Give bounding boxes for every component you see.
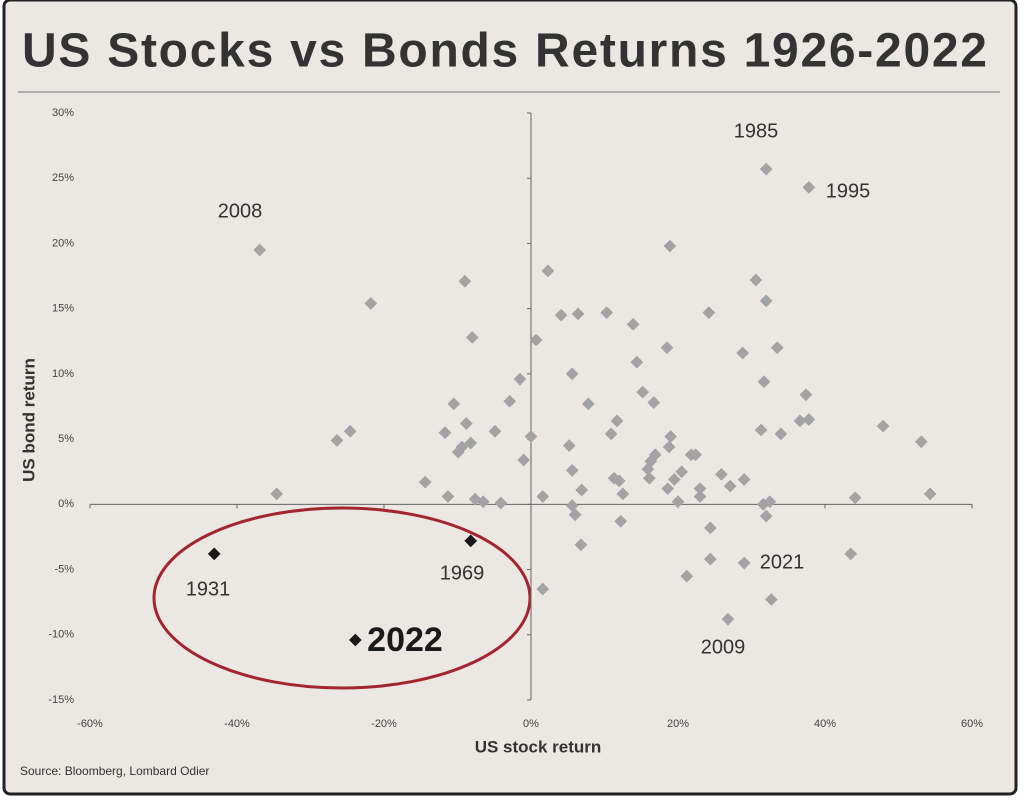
y-tick-label: -5% (54, 563, 74, 575)
y-tick-label: 25% (52, 172, 74, 184)
point (464, 436, 478, 450)
x-axis-label: US stock return (475, 737, 602, 756)
annotation: 2009 (701, 636, 746, 658)
chart-title: US Stocks vs Bonds Returns 1926-2022 (22, 25, 987, 78)
x-tick-label: -20% (371, 718, 397, 730)
y-tick-label: 30% (52, 107, 74, 119)
y-tick-label: 20% (52, 237, 74, 249)
point (488, 424, 502, 438)
point (364, 297, 378, 310)
point (270, 487, 284, 501)
y-tick-label: 10% (52, 368, 74, 380)
point (476, 495, 490, 509)
x-tick-label: 20% (667, 718, 689, 730)
annotation: 1931 (186, 578, 231, 600)
point (330, 434, 344, 447)
annotation: 1985 (734, 120, 779, 142)
x-tick-label: -40% (224, 718, 250, 730)
y-tick-label: -15% (48, 694, 74, 706)
point (343, 424, 357, 438)
point (447, 397, 461, 411)
highlight-ellipse (152, 506, 532, 690)
source-note: Source: Bloomberg, Lombard Odier (20, 764, 209, 778)
point (458, 274, 472, 288)
point (459, 417, 473, 430)
point (441, 490, 455, 503)
point (568, 508, 582, 522)
annotation: 2008 (218, 200, 263, 222)
point (494, 496, 508, 510)
point (759, 509, 773, 523)
point (465, 331, 479, 344)
point (438, 426, 452, 439)
x-tick-label: 40% (814, 718, 836, 730)
y-tick-label: 15% (52, 303, 74, 315)
y-axis-label: US bond return (19, 358, 38, 482)
x-tick-label: 60% (961, 718, 983, 730)
y-tick-label: 5% (58, 433, 74, 445)
point (418, 475, 432, 489)
point (455, 440, 469, 454)
x-tick-label: 0% (523, 718, 539, 730)
annotation: 1995 (826, 180, 871, 202)
annotation: 1969 (440, 562, 485, 584)
y-tick-label: 0% (58, 498, 74, 510)
annotation: 2022 (367, 621, 443, 659)
x-tick-label: -60% (77, 718, 103, 730)
annotation: 2021 (760, 551, 805, 573)
y-tick-label: -10% (48, 629, 74, 641)
point (253, 243, 267, 257)
